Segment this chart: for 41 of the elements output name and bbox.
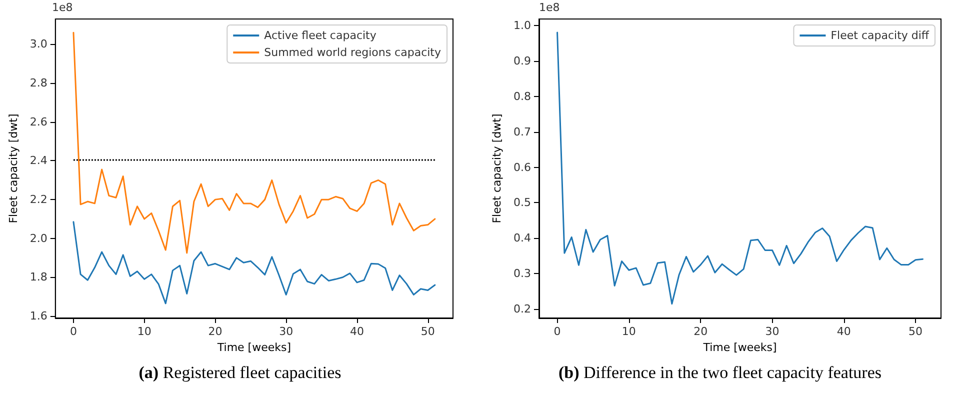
- y-tick-label: 0.5: [514, 196, 531, 210]
- x-tick-label: 0: [554, 325, 561, 338]
- legend-label: Fleet capacity diff: [830, 29, 930, 42]
- y-tick-label: 0.6: [514, 160, 531, 174]
- text: 1e8: [52, 1, 73, 14]
- y-tick-label: 0.2: [514, 302, 531, 316]
- y-axis-title: Fleet capacity [dwt]: [490, 114, 504, 224]
- x-tick-label: 30: [765, 325, 780, 338]
- x-axis-title: Time [weeks]: [702, 341, 777, 354]
- y-tick-label: 0.8: [514, 90, 531, 103]
- y-tick-label: 2.4: [30, 154, 48, 168]
- y-tick-label: 2.0: [30, 232, 48, 245]
- legend-label: Active fleet capacity: [264, 29, 377, 42]
- y-axis-title: Fleet capacity [dwt]: [7, 114, 20, 224]
- x-tick-label: 20: [208, 325, 222, 338]
- legend-label: Summed world regions capacity: [264, 46, 442, 59]
- line-series: [72, 221, 436, 304]
- y-tick-label: 2.2: [30, 193, 48, 206]
- x-tick-label: 50: [908, 325, 923, 338]
- y-tick-label: 0.9: [514, 54, 531, 68]
- y-tick-label: 2.6: [30, 115, 48, 128]
- x-tick-label: 40: [836, 325, 851, 338]
- x-tick-label: 10: [137, 325, 152, 338]
- x-tick-label: 10: [622, 325, 636, 338]
- x-axis-title: Time [weeks]: [216, 341, 292, 354]
- text: 1e8: [539, 1, 560, 14]
- y-tick-label: 1.6: [30, 310, 48, 323]
- y-tick-label: 3.0: [30, 38, 48, 51]
- x-tick-label: 0: [70, 325, 77, 338]
- x-tick-label: 40: [350, 325, 364, 338]
- x-tick-label: 30: [279, 325, 294, 338]
- y-tick-label: 0.4: [514, 232, 531, 245]
- y-tick-label: 1.8: [30, 270, 48, 284]
- y-tick-label: 0.7: [514, 125, 531, 138]
- y-tick-label: 0.3: [514, 267, 531, 280]
- x-tick-label: 50: [420, 325, 435, 338]
- y-tick-label: 1.0: [514, 18, 531, 32]
- y-tick-label: 2.8: [30, 76, 48, 90]
- text: (a) Registered fleet capacities: [138, 363, 342, 382]
- text: (b) Difference in the two fleet capacity features: [558, 363, 882, 382]
- x-tick-label: 20: [694, 325, 708, 338]
